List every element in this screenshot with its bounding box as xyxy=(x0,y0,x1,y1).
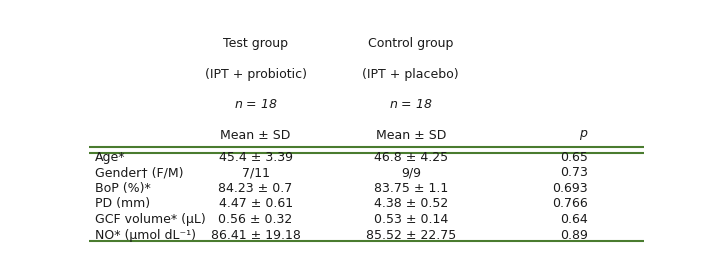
Text: 46.8 ± 4.25: 46.8 ± 4.25 xyxy=(374,151,448,164)
Text: (IPT + probiotic): (IPT + probiotic) xyxy=(204,68,307,81)
Text: Control group: Control group xyxy=(368,37,453,50)
Text: 4.38 ± 0.52: 4.38 ± 0.52 xyxy=(374,198,448,211)
Text: 9/9: 9/9 xyxy=(401,166,420,179)
Text: 0.65: 0.65 xyxy=(561,151,588,164)
Text: 85.52 ± 22.75: 85.52 ± 22.75 xyxy=(365,229,456,242)
Text: 0.693: 0.693 xyxy=(553,182,588,195)
Text: 84.23 ± 0.7: 84.23 ± 0.7 xyxy=(219,182,292,195)
Text: PD (mm): PD (mm) xyxy=(95,198,150,211)
Text: 0.89: 0.89 xyxy=(561,229,588,242)
Text: $n$ = 18: $n$ = 18 xyxy=(389,98,433,111)
Text: 7/11: 7/11 xyxy=(242,166,270,179)
Text: (IPT + placebo): (IPT + placebo) xyxy=(363,68,459,81)
Text: $p$: $p$ xyxy=(578,128,588,142)
Text: 4.47 ± 0.61: 4.47 ± 0.61 xyxy=(219,198,292,211)
Text: Gender† (F/M): Gender† (F/M) xyxy=(95,166,184,179)
Text: 86.41 ± 19.18: 86.41 ± 19.18 xyxy=(211,229,300,242)
Text: 0.53 ± 0.14: 0.53 ± 0.14 xyxy=(374,213,448,226)
Text: $n$ = 18: $n$ = 18 xyxy=(234,98,277,111)
Text: BoP (%)*: BoP (%)* xyxy=(95,182,151,195)
Text: Mean ± SD: Mean ± SD xyxy=(220,129,291,142)
Text: Mean ± SD: Mean ± SD xyxy=(375,129,446,142)
Text: 45.4 ± 3.39: 45.4 ± 3.39 xyxy=(219,151,292,164)
Text: 0.766: 0.766 xyxy=(553,198,588,211)
Text: NO* (μmol dL⁻¹): NO* (μmol dL⁻¹) xyxy=(95,229,196,242)
Text: 0.56 ± 0.32: 0.56 ± 0.32 xyxy=(219,213,292,226)
Text: 83.75 ± 1.1: 83.75 ± 1.1 xyxy=(374,182,448,195)
Text: Test group: Test group xyxy=(223,37,288,50)
Text: Age*: Age* xyxy=(95,151,125,164)
Text: GCF volume* (μL): GCF volume* (μL) xyxy=(95,213,206,226)
Text: 0.73: 0.73 xyxy=(561,166,588,179)
Text: 0.64: 0.64 xyxy=(561,213,588,226)
